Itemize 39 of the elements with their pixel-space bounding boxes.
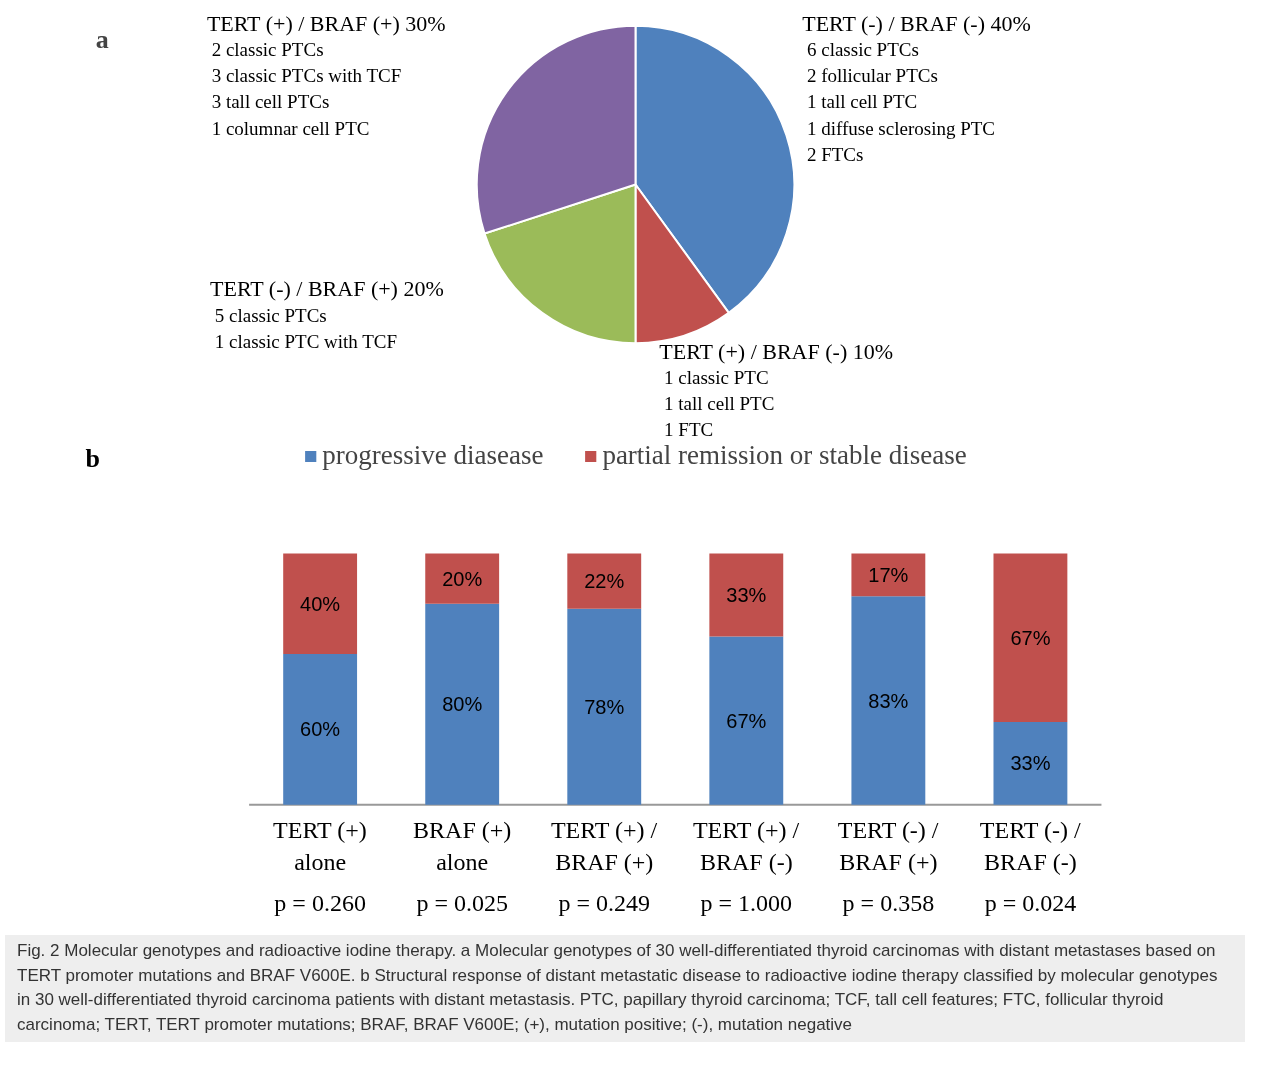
data-label: 40% xyxy=(300,592,341,615)
bar xyxy=(851,553,926,597)
chart-title: b xyxy=(85,443,101,473)
legend-label: progressive diasease xyxy=(322,440,544,471)
data-label: 20% xyxy=(442,567,483,590)
data-label: 67% xyxy=(1010,626,1051,649)
data-label: 22% xyxy=(584,570,625,593)
bar xyxy=(283,654,358,805)
bar xyxy=(425,603,500,805)
x-tick-label: BRAF (+) alone p = 0.025 xyxy=(413,816,512,916)
data-label: 80% xyxy=(442,693,483,716)
bar xyxy=(567,553,642,609)
x-tick-label: TERT (+) alone p = 0.260 xyxy=(273,816,367,916)
bar xyxy=(283,553,358,655)
chart-title: a xyxy=(95,24,109,54)
x-tick-label: TERT (+) / BRAF (+) p = 0.249 xyxy=(550,816,658,916)
bar xyxy=(993,721,1068,805)
slice-label: TERT (+) / BRAF (+) 30% 2 classic PTCs 3 classic PTCs with TCF 3 tall cell PTCs 1 columnar cell PTC xyxy=(206,10,446,139)
slice-label: TERT (-) / BRAF (+) 20% 5 classic PTCs 1 classic PTC with TCF xyxy=(210,276,444,352)
data-label: 33% xyxy=(1010,752,1051,775)
bar xyxy=(567,608,642,805)
x-tick-label: TERT (-) / BRAF (+) p = 0.358 xyxy=(837,816,939,916)
bar xyxy=(851,596,926,805)
x-tick-label: TERT (+) / BRAF (-) p = 1.000 xyxy=(692,816,800,916)
bar xyxy=(993,553,1068,722)
caption: Fig. 2 Molecular genotypes and radioactive iodine therapy. a Molecular genotypes of 30 well-differentiated thyroid carcinomas with distant metastases based on TERT promoter mutations and BRAF V600E. b Structural response of distant metastatic disease to radioactive iodine therapy classified by molecular genotypes in 30 well-differentiated thyroid carcinoma patients with distant metastasis. PTC, papillary thyroid carcinoma; TCF, tall cell features; FTC, follicular thyroid carcinoma; TERT, TERT promoter mutations; BRAF, BRAF V600E; (+), mutation positive; (-), mutation negative xyxy=(17,940,1219,1036)
legend-label: partial remission or stable disease xyxy=(602,440,967,471)
bar xyxy=(709,636,784,805)
data-label: 78% xyxy=(584,695,625,718)
data-label: 67% xyxy=(726,709,767,732)
slice-label: TERT (-) / BRAF (-) 40% 6 classic PTCs 2 follicular PTCs 1 tall cell PTC 1 diffuse sclerosing PTC 2 FTCs xyxy=(802,10,1031,165)
data-label: 83% xyxy=(868,689,909,712)
slice-label: TERT (+) / BRAF (-) 10% 1 classic PTC 1 tall cell PTC 1 FTC xyxy=(659,338,894,441)
bar xyxy=(709,553,784,637)
bar xyxy=(425,553,500,604)
data-label: 33% xyxy=(726,584,767,607)
x-tick-label: TERT (-) / BRAF (-) p = 0.024 xyxy=(979,816,1081,916)
data-label: 17% xyxy=(868,563,909,586)
data-label: 60% xyxy=(300,718,341,741)
